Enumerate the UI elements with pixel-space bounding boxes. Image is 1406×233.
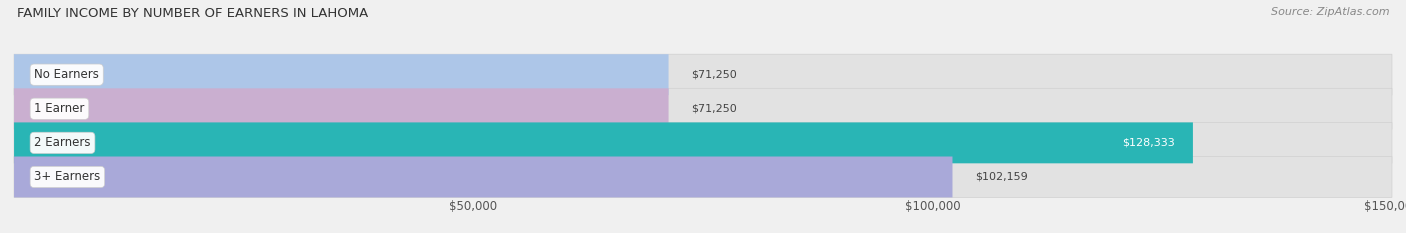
- Text: $71,250: $71,250: [692, 104, 737, 114]
- Text: 1 Earner: 1 Earner: [34, 102, 84, 115]
- Text: No Earners: No Earners: [34, 68, 100, 81]
- FancyBboxPatch shape: [14, 157, 952, 197]
- Text: $128,333: $128,333: [1122, 138, 1174, 148]
- Text: 3+ Earners: 3+ Earners: [34, 171, 100, 183]
- FancyBboxPatch shape: [14, 122, 1192, 163]
- FancyBboxPatch shape: [14, 88, 1392, 129]
- Text: 2 Earners: 2 Earners: [34, 136, 91, 149]
- Text: $102,159: $102,159: [976, 172, 1028, 182]
- FancyBboxPatch shape: [14, 54, 669, 95]
- FancyBboxPatch shape: [14, 122, 1392, 163]
- Text: $71,250: $71,250: [692, 70, 737, 80]
- Text: Source: ZipAtlas.com: Source: ZipAtlas.com: [1271, 7, 1389, 17]
- FancyBboxPatch shape: [14, 54, 1392, 95]
- FancyBboxPatch shape: [14, 88, 669, 129]
- Text: FAMILY INCOME BY NUMBER OF EARNERS IN LAHOMA: FAMILY INCOME BY NUMBER OF EARNERS IN LA…: [17, 7, 368, 20]
- FancyBboxPatch shape: [14, 157, 1392, 197]
